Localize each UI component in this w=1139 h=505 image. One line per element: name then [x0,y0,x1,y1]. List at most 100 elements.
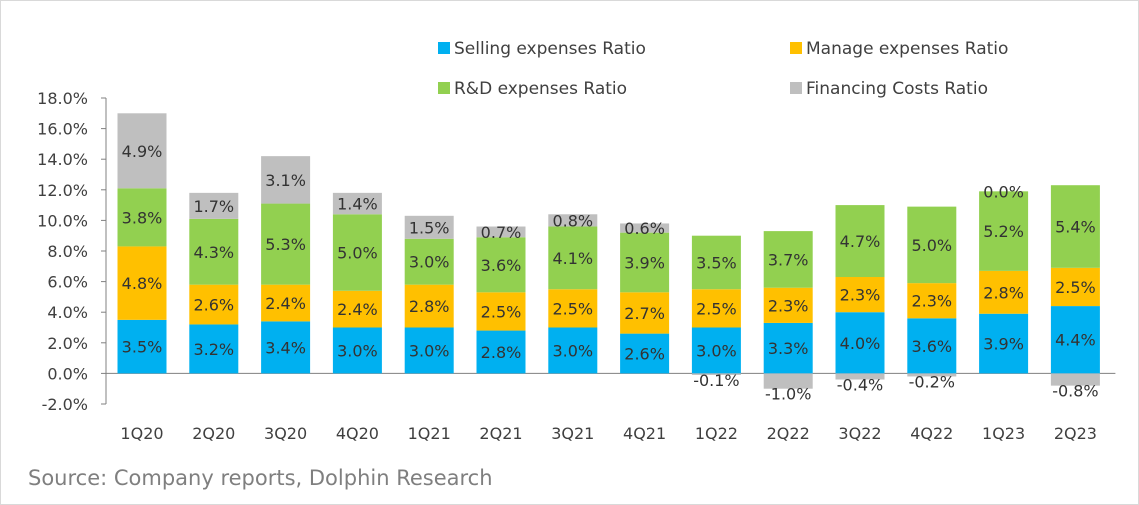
data-label: 1.7% [193,197,234,216]
bar-segment [476,330,526,374]
data-label: 2.7% [624,304,665,323]
y-tick-label: -2.0% [42,395,88,414]
bar-segment [620,232,670,293]
data-label: 3.0% [337,341,378,360]
bar-segment [907,206,957,284]
data-label: 3.1% [265,171,306,190]
y-tick-label: 2.0% [47,334,88,353]
x-tick-label: 1Q20 [120,424,163,443]
data-label: 4.0% [840,334,881,353]
bar-segment [261,321,311,374]
data-label: 2.4% [265,294,306,313]
bar-segment [189,218,239,285]
x-tick-label: 1Q22 [695,424,738,443]
bar-segment [835,312,885,374]
bar-segment [1050,267,1100,307]
bar-segment [1050,373,1100,386]
bar-segment [620,333,670,374]
y-tick-label: 0.0% [47,364,88,383]
bar-segment [189,192,239,219]
data-label: 5.4% [1055,218,1096,237]
x-tick-label: 4Q20 [336,424,379,443]
data-label: 3.5% [696,253,737,272]
bar-segment [763,322,813,374]
bar-segment [404,238,454,285]
x-tick-label: 2Q22 [767,424,810,443]
data-label: 4.8% [122,274,163,293]
x-tick-label: 4Q21 [623,424,666,443]
data-label: 3.6% [911,337,952,356]
bar-segment [691,327,741,374]
data-label: 3.0% [552,341,593,360]
bar-segment [691,235,741,290]
data-label: 2.3% [840,286,881,305]
bar-segment [261,203,311,285]
bar-segment [691,373,741,375]
data-label: 3.8% [122,208,163,227]
data-label: 1.4% [337,195,378,214]
data-label: 2.5% [696,299,737,318]
bar-segment [907,373,957,377]
y-tick-label: 16.0% [37,120,88,139]
bar-segment [332,327,382,374]
data-label: 5.0% [337,244,378,263]
bar-segment [404,327,454,374]
bar-segment [620,292,670,334]
y-tick-label: 8.0% [47,242,88,261]
data-label: 2.5% [552,299,593,318]
data-label: -0.1% [693,371,739,390]
data-label: 5.3% [265,235,306,254]
bar-segment [1050,185,1100,268]
x-tick-label: 4Q22 [910,424,953,443]
data-label: -0.4% [837,376,883,395]
data-label: 2.3% [768,296,809,315]
y-tick-label: 18.0% [37,89,88,108]
data-label: 4.9% [122,142,163,161]
bar-segment [835,373,885,380]
data-label: 3.4% [265,338,306,357]
bar-segment [763,287,813,323]
data-label: 0.7% [481,223,522,242]
source-note: Source: Company reports, Dolphin Researc… [28,466,493,490]
data-label: 4.3% [193,243,234,262]
bar-segment [907,318,957,374]
data-label: 2.5% [481,302,522,321]
bar-segment [979,191,1029,271]
data-label: 2.6% [624,345,665,364]
bar-segment [404,215,454,239]
data-label: 3.0% [409,253,450,272]
data-label: 3.3% [768,339,809,358]
bar-segment [620,223,670,233]
bar-segment [835,277,885,313]
bar-segment [332,192,382,215]
data-label: 3.7% [768,250,809,269]
y-tick-label: 10.0% [37,211,88,230]
bar-segment [548,327,598,374]
legend-swatch [438,82,450,94]
bar-segment [979,313,1029,374]
bar-segment [261,156,311,204]
bar-segment [332,290,382,328]
bar-segment [835,205,885,278]
bar-segment [332,214,382,291]
x-tick-label: 3Q20 [264,424,307,443]
data-label: 2.6% [193,296,234,315]
bar-segment [476,226,526,238]
data-label: 3.2% [193,340,234,359]
legend-label: Financing Costs Ratio [806,79,988,99]
data-label: 3.9% [624,253,665,272]
x-tick-label: 2Q21 [479,424,522,443]
legend-swatch [438,42,450,54]
y-tick-label: 6.0% [47,273,88,292]
bar-segment [907,283,957,319]
y-tick-label: 14.0% [37,150,88,169]
data-label: 3.9% [983,335,1024,354]
data-label: 3.0% [696,341,737,360]
bar-segment [548,214,598,227]
bar-segment [117,113,167,189]
x-tick-label: 2Q20 [192,424,235,443]
bar-segment [763,231,813,288]
data-label: 5.0% [911,236,952,255]
bar-segment [117,319,167,374]
